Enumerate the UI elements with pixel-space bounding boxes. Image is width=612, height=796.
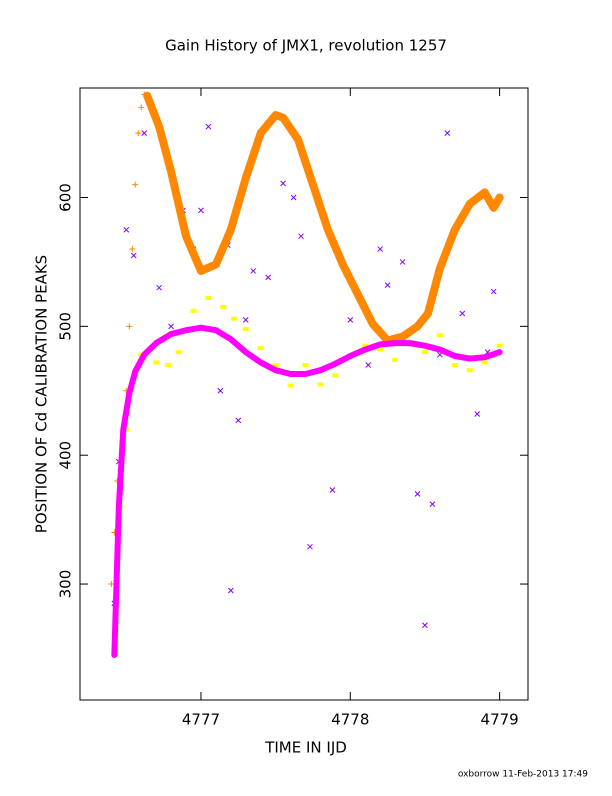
y-axis-label: POSITION OF Cd CALIBRATION PEAKS xyxy=(33,255,51,533)
y-tick-label: 500 xyxy=(57,312,75,341)
point xyxy=(130,252,137,259)
point xyxy=(135,130,142,137)
x-tick-label: 4777 xyxy=(182,711,220,729)
point xyxy=(377,347,384,352)
point xyxy=(481,360,488,365)
point xyxy=(242,317,249,323)
point xyxy=(129,246,136,253)
point xyxy=(190,308,197,313)
point xyxy=(175,350,182,355)
point xyxy=(235,417,242,424)
point xyxy=(362,343,369,348)
point xyxy=(156,284,163,291)
point xyxy=(298,233,304,240)
point xyxy=(220,305,227,310)
point xyxy=(317,382,324,387)
point xyxy=(230,316,237,321)
point xyxy=(429,501,436,508)
point xyxy=(290,194,297,201)
point xyxy=(153,360,160,365)
series-line xyxy=(111,324,503,658)
footer: oxborrow 11-Feb-2013 17:49 xyxy=(458,770,588,780)
point xyxy=(257,346,264,351)
point xyxy=(399,259,406,265)
point xyxy=(205,123,212,130)
point xyxy=(138,104,145,111)
point xyxy=(132,181,139,188)
point xyxy=(490,288,497,295)
point xyxy=(466,368,473,373)
x-tick-label: 4778 xyxy=(331,711,369,729)
point xyxy=(242,326,249,331)
point xyxy=(392,357,399,362)
point xyxy=(422,622,428,629)
point xyxy=(198,207,204,214)
point xyxy=(347,317,354,323)
point xyxy=(444,130,451,136)
point xyxy=(280,180,286,187)
point xyxy=(168,323,174,330)
point xyxy=(205,296,212,301)
y-tick-label: 300 xyxy=(57,570,75,599)
point xyxy=(474,411,481,417)
point xyxy=(421,350,428,355)
point xyxy=(272,363,279,368)
point xyxy=(414,490,421,497)
point xyxy=(332,373,339,378)
x-axis-label: TIME IN IJD xyxy=(264,739,347,757)
point xyxy=(451,363,458,368)
point xyxy=(459,310,466,317)
point xyxy=(436,333,443,338)
point xyxy=(496,343,503,348)
point xyxy=(302,363,309,368)
series-line xyxy=(143,91,504,345)
point xyxy=(217,387,224,394)
y-tick-label: 600 xyxy=(57,183,75,212)
point xyxy=(141,130,148,136)
point xyxy=(123,226,130,233)
point xyxy=(287,383,294,388)
point xyxy=(126,323,133,330)
point xyxy=(265,274,272,281)
y-tick-label: 400 xyxy=(57,441,75,470)
point xyxy=(227,587,234,594)
point xyxy=(165,363,172,368)
point xyxy=(365,362,372,368)
plot-frame xyxy=(79,87,529,701)
point xyxy=(108,581,115,588)
point xyxy=(307,543,313,550)
point xyxy=(377,246,384,252)
point xyxy=(250,268,257,274)
x-tick-label: 4779 xyxy=(481,711,519,729)
point xyxy=(384,282,391,288)
chart-title: Gain History of JMX1, revolution 1257 xyxy=(165,37,447,55)
point xyxy=(329,487,336,493)
